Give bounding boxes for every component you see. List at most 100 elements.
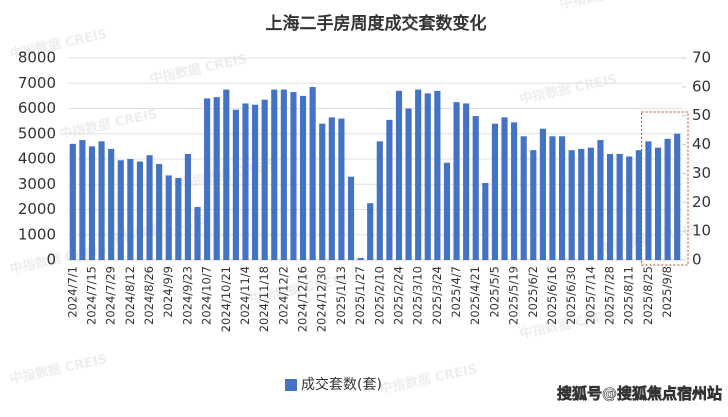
source: 搜狐号@搜狐焦点宿州站 [557,385,722,403]
bar [664,138,671,260]
x-tick-label: 2024/9/23 [180,266,194,325]
y2-tick-label: 40 [692,135,711,153]
bar [309,87,316,260]
bar [223,89,230,260]
bar [242,103,249,260]
x-tick-label: 2025/6/2 [526,266,540,318]
x-tick-label: 2025/8/25 [641,266,655,325]
bar [597,140,604,260]
bar [635,150,642,260]
bar [376,141,383,260]
y2-tick-label: 30 [692,164,711,182]
y2-tick-label: 10 [692,222,711,240]
x-tick-label: 2024/9/9 [161,266,175,318]
bar [539,128,546,260]
x-tick-label: 2024/10/21 [219,266,233,332]
bar [156,164,163,260]
x-tick-label: 2025/4/21 [468,266,482,325]
bar [424,93,431,260]
x-tick-label: 2025/5/19 [507,266,521,325]
x-tick-label: 2024/8/26 [142,266,156,325]
bar [136,161,144,260]
bar [606,153,614,260]
x-tick-label: 2024/11/18 [257,266,271,332]
bar [405,108,412,260]
y2-tick-label: 0 [692,251,702,269]
x-tick-label: 2024/12/2 [276,266,290,325]
bar [79,140,86,260]
y-tick-label: 7000 [18,74,56,92]
bar [491,123,498,261]
x-tick-label: 2025/7/28 [603,266,617,325]
y-tick-label: 3000 [18,175,56,193]
y-tick-label: 6000 [18,99,56,117]
chart-title: 上海二手房周度成交套数变化 [266,13,487,34]
bar [434,90,441,260]
bar [511,122,518,260]
x-tick-label: 2025/4/7 [449,266,463,318]
y-tick-label: 8000 [18,49,56,67]
bar [578,148,585,260]
bar [204,98,211,261]
x-tick-label: 2025/1/13 [334,266,348,325]
bar [319,123,326,261]
bar [108,148,115,260]
bar [347,176,355,260]
x-tick-label: 2024/12/30 [315,266,329,332]
bar [654,147,662,260]
x-tick-label: 2024/11/4 [238,266,252,325]
y-tick-label: 2000 [18,200,56,218]
bar [587,147,594,260]
x-tick-label: 2024/7/1 [65,266,79,318]
bar [252,104,259,261]
x-tick-label: 2025/3/10 [411,266,425,325]
bar [501,117,508,261]
x-tick-label: 2025/6/16 [545,266,559,325]
x-tick-label: 2025/2/10 [372,266,386,325]
bar [165,175,172,260]
x-tick-label: 2025/9/8 [660,266,674,318]
bar [549,136,556,260]
bar [232,109,239,260]
legend-swatch [285,379,297,391]
bar [367,203,374,260]
bar [328,117,335,261]
bar [482,182,489,260]
bar [386,119,393,260]
x-tick-label: 2025/1/27 [353,266,367,325]
x-tick-label: 2025/3/24 [430,266,444,325]
y-tick-label: 0 [46,251,56,269]
bar [184,153,191,260]
bar [443,162,451,260]
bar [645,141,652,260]
bar [415,89,422,260]
bar [520,136,527,260]
y-tick-label: 5000 [18,124,56,142]
y2-tick-label: 50 [692,106,711,124]
bar [98,141,105,260]
bar [463,103,470,260]
y-tick-label: 1000 [18,225,56,243]
y2-tick-label: 20 [692,193,711,211]
bar [146,155,153,260]
x-tick-label: 2025/2/24 [391,266,405,325]
bar [117,160,124,260]
x-tick-label: 2025/8/11 [622,266,636,325]
x-tick-label: 2024/7/15 [84,266,98,325]
bar [338,118,345,260]
bar [357,257,364,260]
bar [568,150,575,260]
y2-tick-label: 60 [692,77,711,95]
x-tick-label: 2025/7/14 [583,266,597,325]
bar [127,159,134,260]
x-tick-label: 2025/5/5 [487,266,501,318]
bar [299,95,307,260]
x-tick-label: 2024/12/16 [296,266,310,332]
bar [453,102,460,260]
bar [674,133,681,260]
bar [280,89,287,260]
bar [261,99,268,260]
bar [472,116,479,260]
bar [616,153,623,260]
bar [69,143,76,260]
